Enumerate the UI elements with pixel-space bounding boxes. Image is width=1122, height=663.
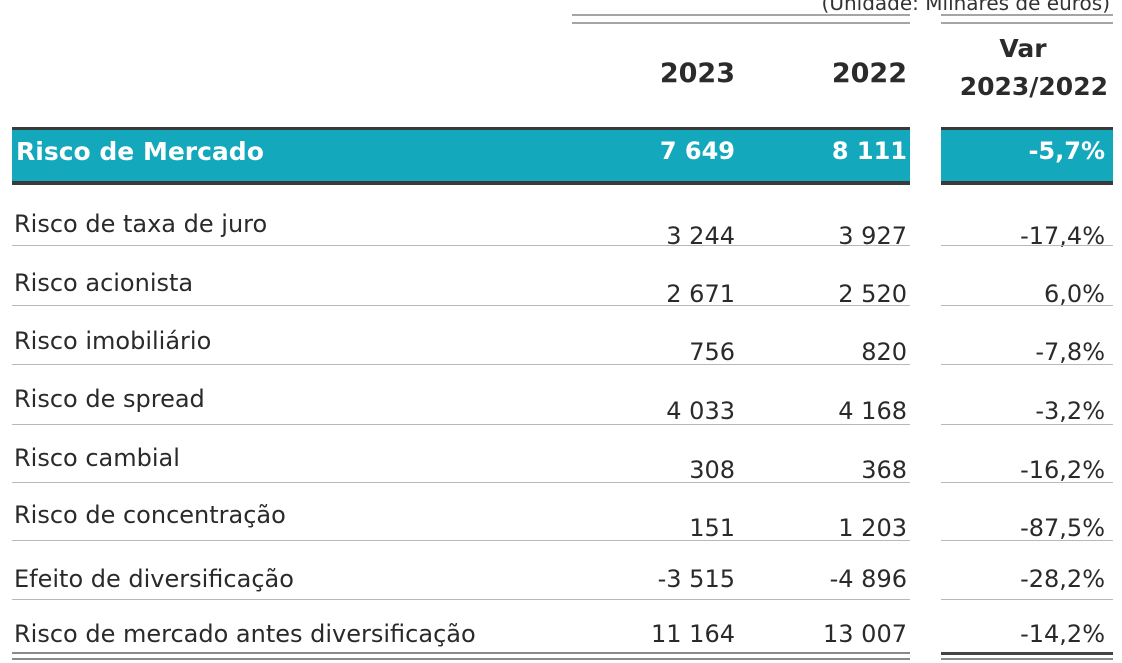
row-2023: -3 515 (657, 565, 735, 593)
bottom-rule-right-1 (941, 652, 1113, 655)
highlight-label: Risco de Mercado (16, 137, 264, 166)
top-rule-left-1 (572, 14, 910, 16)
row-separator (12, 245, 910, 246)
row-label: Risco de spread (14, 385, 205, 413)
row-var: -7,8% (1035, 338, 1105, 366)
row-separator (12, 599, 910, 600)
row-separator (941, 364, 1113, 365)
row-separator (12, 540, 910, 541)
row-2022: 2 520 (838, 280, 907, 308)
col-header-var-line2: 2023/2022 (959, 72, 1108, 101)
row-2023: 308 (689, 456, 735, 484)
row-2022: -4 896 (829, 565, 907, 593)
row-label: Risco acionista (14, 269, 194, 297)
highlight-band-left (12, 127, 910, 185)
row-separator (12, 364, 910, 365)
row-2022: 368 (861, 456, 907, 484)
row-2023: 756 (689, 338, 735, 366)
row-separator (941, 482, 1113, 483)
top-rule-left-2 (572, 22, 910, 24)
row-2022: 4 168 (838, 397, 907, 425)
col-header-2022: 2022 (831, 58, 907, 89)
row-var: -28,2% (1020, 565, 1105, 593)
row-2022: 820 (861, 338, 907, 366)
row-label: Risco de concentração (14, 501, 286, 529)
bottom-rule-left-2 (12, 658, 910, 660)
row-label: Risco de taxa de juro (14, 210, 268, 238)
highlight-2022: 8 111 (831, 137, 907, 165)
row-separator (941, 599, 1113, 600)
row-var: -87,5% (1020, 514, 1105, 542)
col-header-2023: 2023 (659, 58, 735, 89)
row-separator (12, 424, 910, 425)
row-2023: 11 164 (651, 620, 735, 648)
row-separator (12, 305, 910, 306)
row-label: Risco imobiliário (14, 327, 212, 355)
row-label: Efeito de diversificação (14, 565, 294, 593)
row-2022: 1 203 (838, 514, 907, 542)
row-separator (12, 482, 910, 483)
row-separator (941, 305, 1113, 306)
highlight-var: -5,7% (1028, 137, 1105, 165)
col-header-var-line1: Var (999, 34, 1047, 63)
top-rule-right-1 (941, 14, 1113, 16)
row-2023: 151 (689, 514, 735, 542)
row-var: -14,2% (1020, 620, 1105, 648)
row-2022: 13 007 (823, 620, 907, 648)
top-rule-right-2 (941, 22, 1113, 24)
row-separator (941, 424, 1113, 425)
col-header-var: Var 2023/2022 (918, 30, 1108, 106)
row-label: Risco de mercado antes diversificação (14, 620, 476, 648)
bottom-rule-right-2 (941, 658, 1113, 660)
bottom-rule-left-1 (12, 652, 910, 654)
row-label: Risco cambial (14, 444, 180, 472)
unit-note: (Unidade: Milhares de euros) (821, 0, 1110, 15)
row-var: -3,2% (1035, 397, 1105, 425)
row-separator (941, 245, 1113, 246)
row-var: 6,0% (1044, 280, 1105, 308)
highlight-band-right (941, 127, 1113, 185)
highlight-2023: 7 649 (659, 137, 735, 165)
row-separator (941, 540, 1113, 541)
row-var: -16,2% (1020, 456, 1105, 484)
row-2023: 2 671 (666, 280, 735, 308)
row-2023: 4 033 (666, 397, 735, 425)
